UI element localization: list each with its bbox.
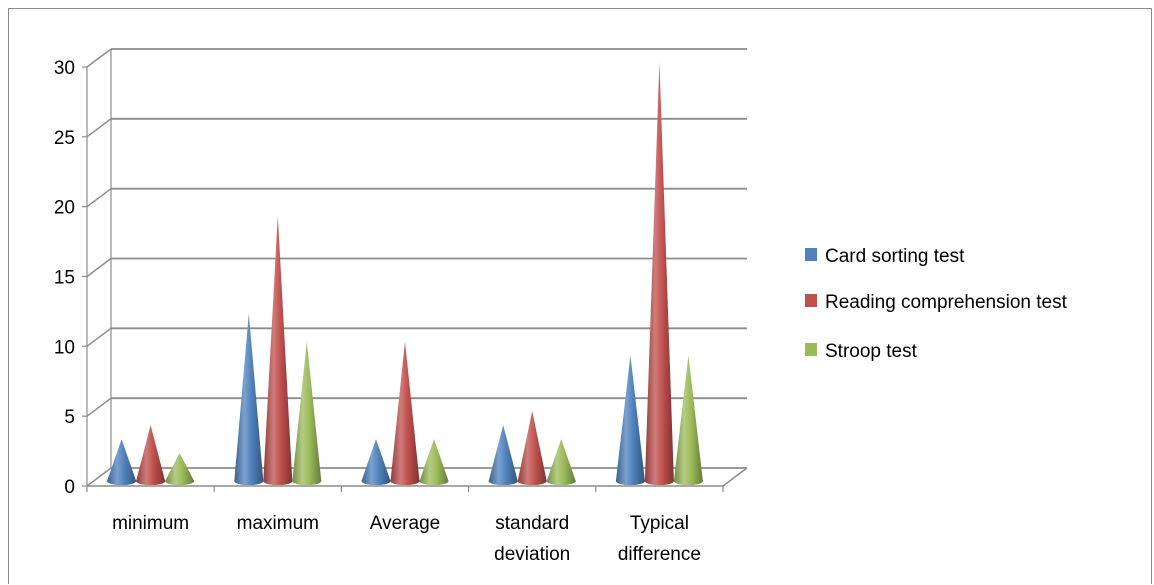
cone-body [517, 411, 547, 485]
cone-body [644, 62, 674, 485]
cone-2-2 [419, 439, 449, 485]
cone-body [292, 341, 322, 485]
cone-body [546, 439, 576, 485]
category-label-line: difference [618, 544, 701, 565]
cone-4-1 [644, 62, 674, 485]
category-label-1: maximum [237, 513, 319, 534]
gridline-side-4 [86, 188, 112, 208]
category-label-line: Typical [630, 513, 689, 534]
cone-1-0 [234, 313, 264, 485]
cone-body [488, 425, 518, 485]
cone-2-0 [361, 439, 391, 485]
cone-body [390, 341, 420, 485]
cone-0-2 [165, 453, 195, 485]
cones [107, 62, 703, 485]
cone-2-1 [390, 341, 420, 485]
y-tick-label-1: 5 [64, 407, 75, 428]
cone-1-1 [263, 215, 293, 485]
cone-1-2 [292, 341, 322, 485]
legend-item-2: Stroop test [805, 341, 918, 362]
legend-item-0: Card sorting test [805, 246, 965, 267]
y-tick-label-2: 10 [54, 337, 75, 358]
cone-body [234, 313, 264, 485]
legend: Card sorting test Reading comprehension t… [805, 246, 1068, 362]
gridline-side-2 [86, 327, 112, 347]
category-label-2: Average [370, 513, 440, 534]
y-tick-label-3: 15 [54, 268, 75, 289]
gridline-side-6 [86, 48, 112, 68]
cone-0-1 [136, 425, 166, 485]
legend-item-1: Reading comprehension test [805, 292, 1068, 313]
legend-swatch [805, 248, 817, 261]
category-label-line: deviation [494, 544, 570, 565]
y-tick-label-5: 25 [54, 128, 75, 149]
cone-4-2 [673, 355, 703, 485]
cone-3-2 [546, 439, 576, 485]
cone-3-0 [488, 425, 518, 485]
legend-label: Stroop test [825, 341, 918, 362]
cone-3-1 [517, 411, 547, 485]
category-label-line: Average [370, 513, 440, 534]
cone-4-0 [615, 355, 645, 485]
y-tick-label-6: 30 [54, 58, 75, 79]
cone-body [263, 215, 293, 485]
category-label-0: minimum [112, 513, 189, 534]
cone-body [107, 439, 137, 485]
legend-label: Card sorting test [825, 246, 965, 267]
y-tick-label-0: 0 [64, 477, 75, 498]
legend-swatch [805, 343, 817, 356]
y-axis-ticks: 0 5 10 15 20 25 30 [54, 58, 87, 498]
cone-body [165, 453, 195, 485]
cone-body [419, 439, 449, 485]
category-label-line: standard [495, 513, 569, 534]
floor-right-edge [722, 467, 748, 487]
category-label-line: maximum [237, 513, 319, 534]
cone-0-0 [107, 439, 137, 485]
chart-floor [86, 467, 748, 492]
category-label-3: standard deviation [494, 513, 570, 565]
legend-label: Reading comprehension test [825, 292, 1068, 313]
x-axis-categories: minimum maximum Average standard deviation Ty… [112, 513, 701, 565]
category-label-4: Typical difference [618, 513, 701, 565]
chart-frame [8, 8, 1152, 584]
legend-swatch [805, 294, 817, 307]
y-tick-label-4: 20 [54, 198, 75, 219]
cone-body [673, 355, 703, 485]
gridline-side-3 [86, 257, 112, 278]
cone-body [615, 355, 645, 485]
gridline-side-1 [86, 397, 112, 417]
category-label-line: minimum [112, 513, 189, 534]
cone-body [136, 425, 166, 485]
gridline-side-5 [86, 118, 112, 138]
cone-body [361, 439, 391, 485]
gridline-side-0 [86, 467, 112, 487]
